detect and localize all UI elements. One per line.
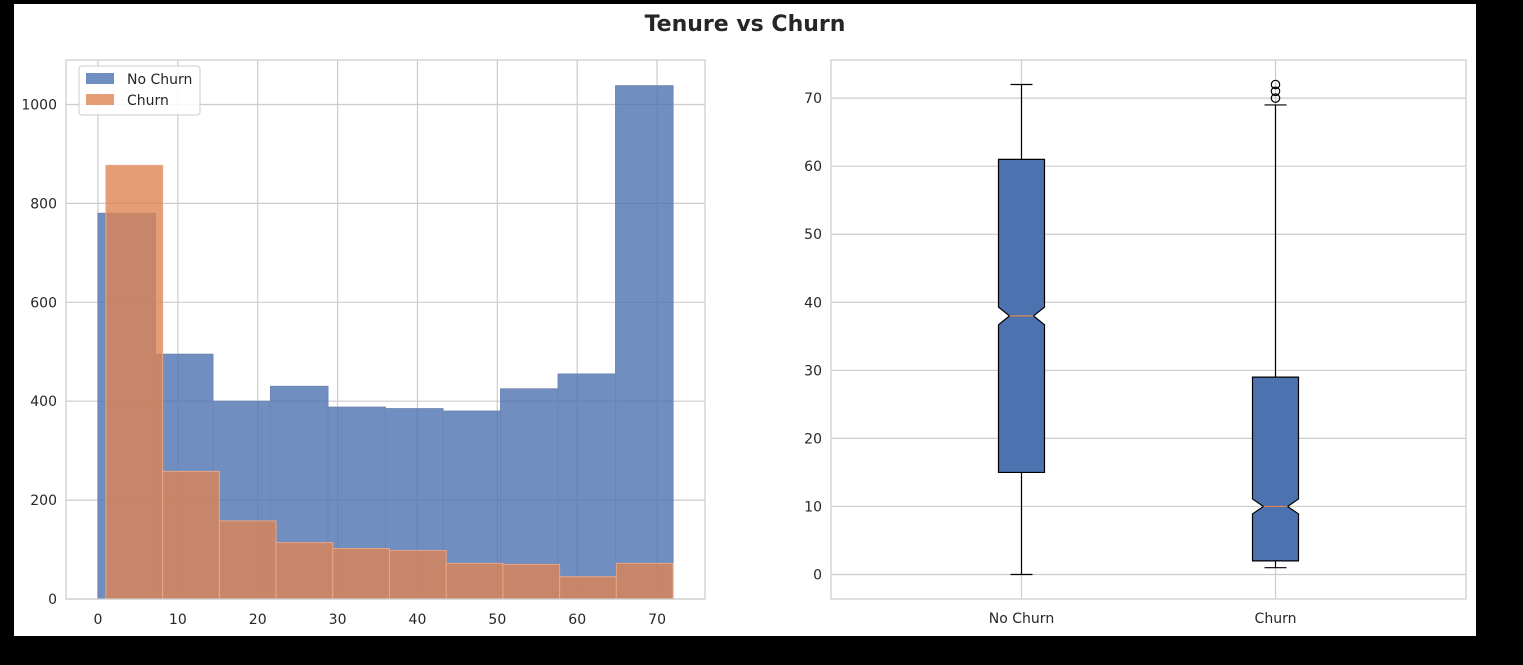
boxplot-boxes (997, 79, 1300, 576)
boxplot-y-ticks: 0 10 20 30 40 50 60 70 (804, 91, 822, 583)
histogram-bar-churn (615, 562, 674, 600)
histogram-panel: 0 10 20 30 40 50 60 70 0 200 400 600 800 1000 No Chu… (21, 59, 706, 628)
x-tick-label: 10 (169, 612, 187, 628)
histogram-bar-churn (162, 470, 220, 600)
box-churn (1251, 376, 1300, 562)
y-tick-label: 200 (30, 493, 57, 509)
boxplot-gridlines (831, 60, 1466, 599)
x-tick-label: 40 (409, 612, 427, 628)
histogram-bar-churn (445, 562, 504, 600)
histogram-bar-churn (218, 520, 277, 600)
histogram-bar-churn (105, 164, 164, 600)
boxplot-frame (830, 59, 1467, 600)
boxplot-x-ticks: No Churn Churn (989, 611, 1297, 627)
y-tick-label: 800 (30, 196, 57, 212)
x-tick-label: 20 (249, 612, 267, 628)
y-tick-label: 70 (804, 91, 822, 107)
histogram-bars (97, 85, 674, 600)
y-tick-label: 600 (30, 295, 57, 311)
legend-swatch (86, 94, 114, 105)
histogram-bar-no-churn (557, 373, 617, 600)
x-tick-label: 70 (648, 612, 666, 628)
histogram-y-ticks: 0 200 400 600 800 1000 (21, 98, 57, 608)
legend-label: Churn (127, 93, 169, 109)
y-tick-label: 30 (804, 363, 822, 379)
figure-title: Tenure vs Churn (644, 12, 846, 37)
y-tick-label: 1000 (21, 98, 57, 114)
y-tick-label: 10 (804, 499, 822, 515)
histogram-bar-churn (332, 548, 390, 600)
y-tick-label: 60 (804, 159, 822, 175)
outlier-point-churn (1270, 93, 1281, 103)
histogram-legend: No Churn Churn (78, 65, 201, 116)
x-tick-label: Churn (1255, 611, 1297, 627)
legend-swatch (86, 73, 114, 84)
histogram-bar-churn (502, 563, 561, 600)
y-tick-label: 0 (813, 568, 822, 584)
boxplot-panel: No Churn Churn 0 10 20 30 40 50 60 70 (804, 59, 1467, 627)
outlier-point-churn (1270, 86, 1281, 97)
histogram-x-ticks: 0 10 20 30 40 50 60 70 (93, 612, 666, 628)
histogram-bar-churn (388, 550, 447, 600)
histogram-bar-churn (275, 542, 334, 600)
histogram-bar-no-churn (615, 85, 674, 600)
y-tick-label: 40 (804, 295, 822, 311)
outlier-point-churn (1270, 79, 1281, 90)
legend-label: No Churn (127, 72, 192, 88)
figure-canvas: Tenure vs Churn 0 10 20 30 40 50 60 70 0 200 400 6… (14, 4, 1476, 636)
y-tick-label: 400 (30, 394, 57, 410)
x-tick-label: 50 (488, 612, 506, 628)
histogram-frame (65, 59, 706, 600)
histogram-bar-churn (559, 576, 617, 600)
x-tick-label: 0 (93, 612, 102, 628)
x-tick-label: No Churn (989, 611, 1054, 627)
y-tick-label: 0 (48, 592, 57, 608)
y-tick-label: 20 (804, 431, 822, 447)
x-tick-label: 30 (329, 612, 347, 628)
x-tick-label: 60 (568, 612, 586, 628)
y-tick-label: 50 (804, 227, 822, 243)
